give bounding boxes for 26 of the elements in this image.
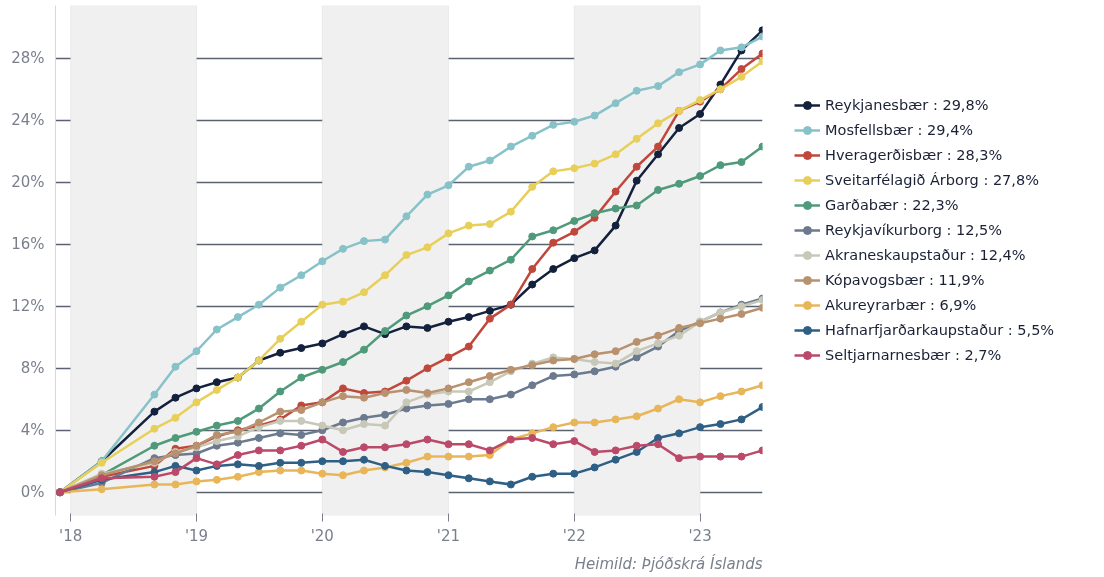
x-tick-label: '18 [59, 526, 83, 545]
y-tick-label: 28% [11, 49, 45, 68]
y-tick-label: 16% [11, 235, 45, 254]
legend-label: Hveragerðisbær : 28,3% [825, 147, 1003, 163]
legend-label: Mosfellsbær : 29,4% [825, 122, 974, 138]
legend-label: Sveitarfélagið Árborg : 27,8% [825, 172, 1039, 188]
legend-label: Reykjanesbær : 29,8% [825, 97, 989, 113]
legend-label: Akraneskaupstaður : 12,4% [825, 247, 1026, 263]
legend-label: Akureyrarbær : 6,9% [825, 297, 977, 313]
y-tick-label: 8% [20, 359, 45, 378]
text: Heimild: Þjóðskrá Íslands [574, 553, 763, 573]
x-tick-label: '23 [688, 526, 712, 545]
y-tick-label: 4% [20, 421, 45, 440]
x-tick-label: '20 [310, 526, 334, 545]
y-tick-label: 0% [20, 483, 45, 502]
x-tick-label: '22 [562, 526, 586, 545]
y-tick-label: 12% [11, 297, 45, 316]
x-tick-label: '19 [184, 526, 209, 545]
y-tick-label: 20% [11, 173, 45, 192]
legend-label: Reykjavíkurborg : 12,5% [825, 222, 1003, 238]
y-tick-label: 24% [11, 111, 45, 130]
x-tick-label: '21 [436, 526, 461, 545]
legend-label: Hafnarfjarðarkaupstaður : 5,5% [825, 322, 1055, 338]
legend-label: Seltjarnarnesbær : 2,7% [825, 347, 1002, 363]
legend-label: Kópavogsbær : 11,9% [825, 272, 985, 288]
legend-label: Garðabær : 22,3% [825, 197, 959, 213]
